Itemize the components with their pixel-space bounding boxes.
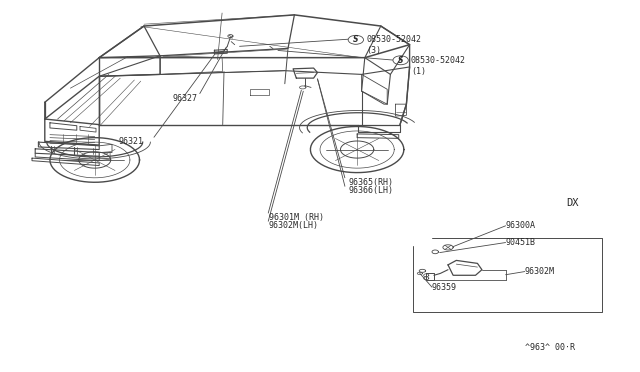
Text: (1): (1) xyxy=(411,67,426,76)
Text: DX: DX xyxy=(566,198,579,208)
Text: 96365(RH): 96365(RH) xyxy=(349,178,394,187)
Text: 96359: 96359 xyxy=(432,283,457,292)
Text: 96300A: 96300A xyxy=(506,221,536,230)
Text: 90451B: 90451B xyxy=(506,238,536,247)
Text: 08530-52042: 08530-52042 xyxy=(366,35,421,44)
Text: 96366(LH): 96366(LH) xyxy=(349,186,394,195)
Text: (3): (3) xyxy=(366,46,381,55)
Text: 96321: 96321 xyxy=(118,137,143,146)
Text: 96327: 96327 xyxy=(173,94,198,103)
Text: 96301M (RH): 96301M (RH) xyxy=(269,213,324,222)
Text: 08530-52042: 08530-52042 xyxy=(411,56,466,65)
Text: S: S xyxy=(398,56,403,65)
Text: ^963^ 00·R: ^963^ 00·R xyxy=(525,343,575,352)
Text: 96302M: 96302M xyxy=(525,267,555,276)
Text: 96302M(LH): 96302M(LH) xyxy=(269,221,319,230)
Text: S: S xyxy=(353,35,358,44)
